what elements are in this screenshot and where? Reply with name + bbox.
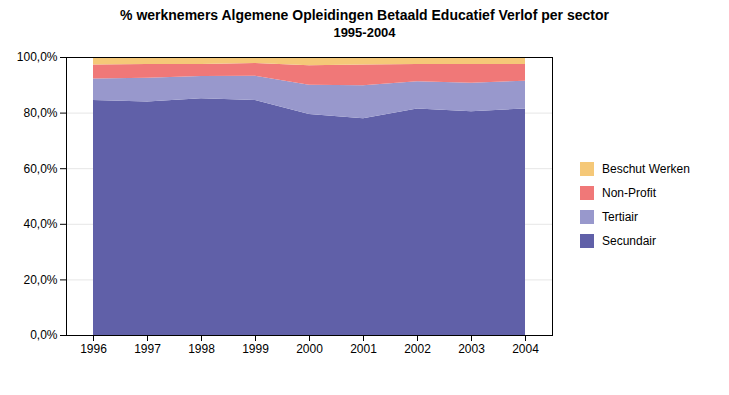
svg-text:20,0%: 20,0% (23, 273, 57, 287)
svg-text:100,0%: 100,0% (17, 50, 58, 64)
svg-text:1998: 1998 (188, 342, 215, 356)
svg-text:2004: 2004 (512, 342, 539, 356)
html-text:Tertiair: Tertiair (602, 210, 638, 224)
svg-text:40,0%: 40,0% (23, 217, 57, 231)
svg-text:1999: 1999 (242, 342, 269, 356)
svg-text:2001: 2001 (350, 342, 377, 356)
svg-text:2002: 2002 (404, 342, 431, 356)
svg-text:1996: 1996 (80, 342, 107, 356)
svg-text:1997: 1997 (134, 342, 161, 356)
html-text:Non-Profit: Non-Profit (602, 186, 656, 200)
svg-text:2000: 2000 (296, 342, 323, 356)
html-text:1995-2004: 1995-2004 (333, 25, 396, 40)
html-text:Secundair: Secundair (602, 234, 656, 248)
svg-text:60,0%: 60,0% (23, 162, 57, 176)
svg-text:0,0%: 0,0% (30, 328, 58, 342)
html-text:Beschut Werken: Beschut Werken (602, 162, 690, 176)
svg-text:2003: 2003 (458, 342, 485, 356)
html-text:% werknemers Algemene Opleidin: % werknemers Algemene Opleidingen Betaal… (120, 7, 609, 23)
svg-text:80,0%: 80,0% (23, 106, 57, 120)
